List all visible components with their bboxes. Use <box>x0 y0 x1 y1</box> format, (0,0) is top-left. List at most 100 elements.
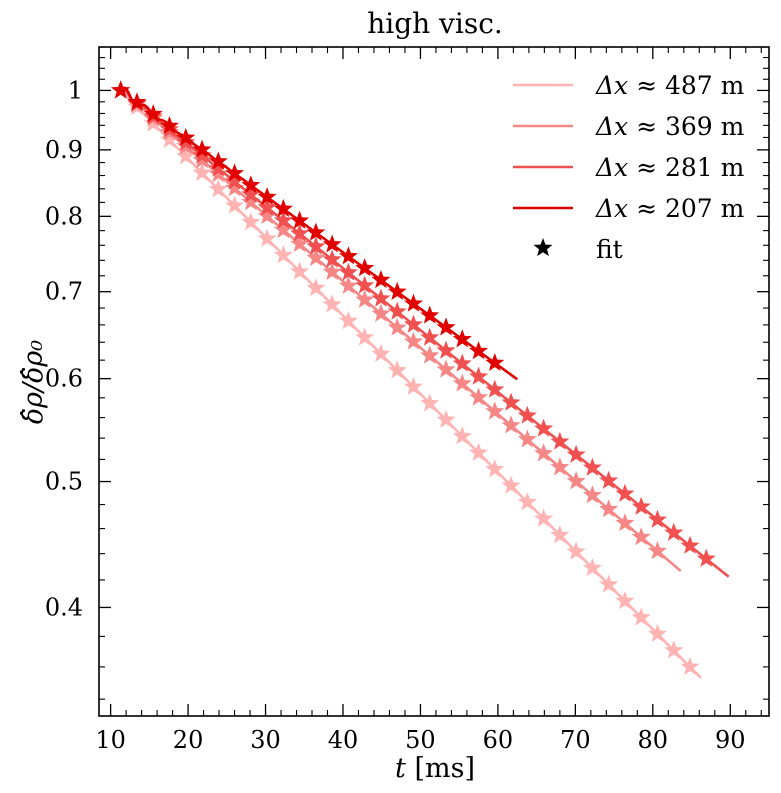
series-487 <box>111 80 702 679</box>
fit-marker <box>387 301 407 320</box>
fit-marker <box>452 329 472 348</box>
fit-marker <box>241 175 261 194</box>
fit-marker <box>485 401 505 420</box>
fit-marker <box>208 179 228 198</box>
y-tick-label: 0.7 <box>45 278 83 306</box>
fit-marker <box>485 379 505 398</box>
series-369 <box>111 80 682 572</box>
fit-marker <box>469 341 489 360</box>
fit-marker <box>257 228 277 247</box>
fit-marker <box>208 164 228 183</box>
fit-marker <box>387 281 407 300</box>
fit-marker <box>534 418 554 437</box>
fit-marker <box>306 278 326 297</box>
fit-marker <box>436 317 456 336</box>
fit-marker <box>534 508 554 527</box>
fit-marker <box>159 115 179 135</box>
fit-marker <box>420 327 440 346</box>
fit-marker <box>176 146 196 165</box>
fit-marker <box>322 261 342 280</box>
fit-marker <box>241 212 261 231</box>
legend-label: Δx ≈ 207 m <box>595 194 745 223</box>
fit-marker <box>485 459 505 478</box>
fit-marker <box>306 247 326 267</box>
x-axis-label: t [ms] <box>395 753 475 784</box>
fit-marker <box>273 220 293 239</box>
series-281 <box>111 80 730 578</box>
fit-marker <box>566 541 586 560</box>
fit-marker <box>338 262 358 281</box>
fit-marker <box>436 340 456 359</box>
fit-marker <box>664 522 684 541</box>
legend: Δx ≈ 487 m Δx ≈ 369 m Δx ≈ 281 m Δx ≈ 207 m… <box>513 71 745 264</box>
x-tick-label: 10 <box>95 726 126 754</box>
fit-marker <box>403 293 423 312</box>
fit-marker <box>517 405 537 424</box>
fit-marker <box>208 158 228 177</box>
fit-marker <box>225 195 245 214</box>
fit-marker <box>599 574 619 593</box>
fit-marker <box>501 415 521 434</box>
axes-ticks <box>99 46 769 716</box>
fit-marker <box>501 475 521 494</box>
x-tick-label: 90 <box>715 726 746 754</box>
chart-title: high visc. <box>367 7 503 40</box>
fit-marker <box>550 431 570 450</box>
fit-marker <box>355 327 375 346</box>
fit-marker <box>192 162 212 181</box>
x-tick-label: 50 <box>405 726 436 754</box>
x-tick-label: 70 <box>560 726 591 754</box>
fit-marker <box>436 359 456 378</box>
fit-marker <box>192 145 212 164</box>
fit-marker <box>257 197 277 216</box>
fit-marker <box>696 548 716 567</box>
fit-marker <box>387 360 407 379</box>
fit-marker <box>550 525 570 544</box>
y-axis-label: δ̂ρ/δ̂ρ₀ <box>18 340 49 424</box>
fit-marker <box>420 393 440 412</box>
fit-marker <box>534 443 554 462</box>
fit-marker <box>306 222 326 241</box>
y-tick-label: 0.6 <box>45 365 83 393</box>
x-tick-label: 80 <box>638 726 669 754</box>
fit-marker <box>355 275 375 294</box>
fit-marker <box>273 245 293 264</box>
fit-marker <box>403 314 423 333</box>
fit-marker <box>225 178 245 197</box>
fit-marker <box>680 656 700 675</box>
fit-marker <box>257 206 277 225</box>
fit-marker <box>225 171 245 190</box>
fit-marker <box>273 210 293 229</box>
fit-marker <box>631 527 651 546</box>
fit-marker <box>241 192 261 211</box>
fit-marker <box>371 288 391 307</box>
fit-marker <box>566 471 586 490</box>
x-tick-labels: 10 20 30 40 50 60 70 80 90 <box>95 726 745 754</box>
fit-marker <box>273 198 293 218</box>
y-tick-label: 0.5 <box>45 468 83 496</box>
fit-marker <box>338 246 358 265</box>
fit-marker <box>517 492 537 511</box>
fit-marker <box>582 457 602 476</box>
fit-marker <box>469 442 489 461</box>
fit-marker <box>290 233 310 253</box>
fit-marker <box>403 376 423 395</box>
fit-marker <box>469 387 489 406</box>
fit-marker <box>582 485 602 504</box>
fit-marker <box>452 353 472 372</box>
fit-marker <box>355 258 375 277</box>
y-tick-label: 1 <box>68 76 83 104</box>
fit-marker <box>257 187 277 206</box>
fit-marker <box>485 352 505 372</box>
fit-marker <box>615 513 635 532</box>
fit-marker <box>322 294 342 313</box>
x-tick-label: 30 <box>250 726 281 754</box>
fit-marker <box>501 392 521 411</box>
fit-marker <box>127 92 147 111</box>
data-series <box>111 80 730 679</box>
fit-marker <box>615 483 635 502</box>
fit-marker <box>159 129 179 148</box>
x-tick-label: 20 <box>173 726 204 754</box>
